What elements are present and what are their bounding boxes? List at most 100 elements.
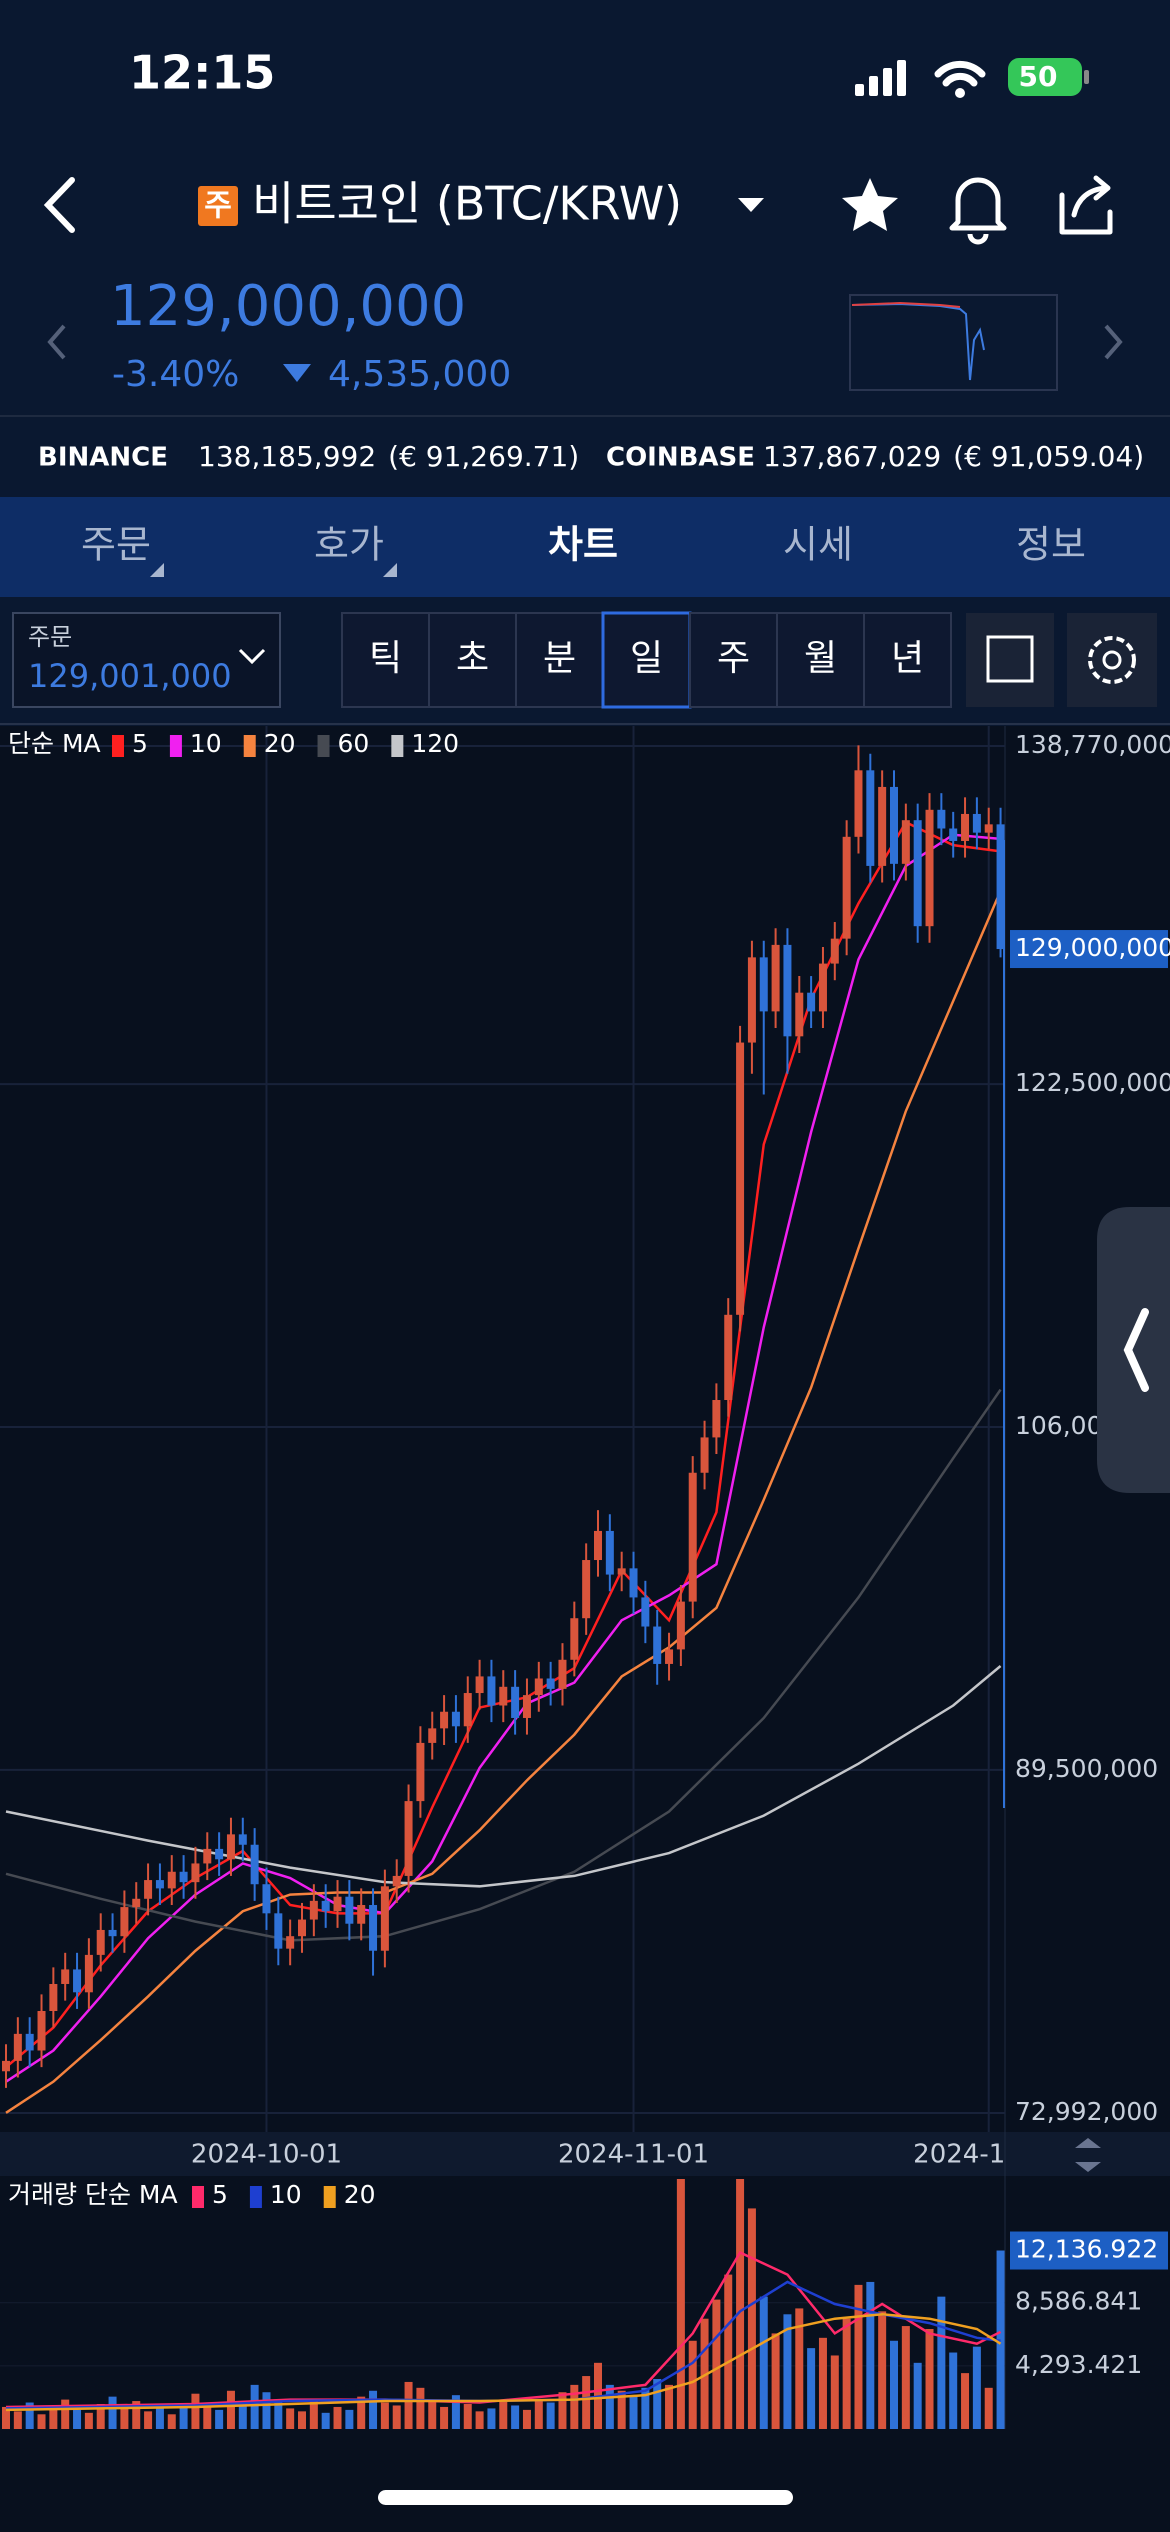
candle-body <box>913 820 922 927</box>
candle-body <box>736 1042 745 1315</box>
candle-body <box>155 1880 164 1889</box>
chart-bg <box>0 726 1170 2532</box>
volume-bar <box>724 2274 733 2429</box>
order-dropdown[interactable] <box>238 648 266 665</box>
share-button[interactable] <box>1059 175 1113 235</box>
volume-tick-label: 8,586.841 <box>1015 2287 1142 2316</box>
period-button[interactable] <box>776 612 865 708</box>
settings-button[interactable] <box>1067 613 1157 707</box>
candle-body <box>108 1929 117 1937</box>
exchange-price: 137,867,029 (€ 91,059.04) <box>763 440 1144 473</box>
volume-bar <box>132 2401 141 2429</box>
volume-ma-line <box>5 2313 1002 2412</box>
period-button[interactable] <box>601 611 692 709</box>
candle-body <box>747 957 756 1043</box>
volume-bar <box>37 2414 46 2429</box>
coin-title[interactable]: 비트코인 (BTC/KRW) <box>252 177 682 231</box>
exchange-krw: 137,867,029 <box>763 440 941 473</box>
side-panel-chevron <box>1123 1308 1149 1392</box>
y-tick-label: 72,992,000 <box>1015 2097 1158 2126</box>
title-dropdown[interactable] <box>738 198 764 212</box>
prev-coin[interactable] <box>47 324 66 360</box>
x-tick-label: 2024-11-01 <box>558 2140 709 2170</box>
favorite-button[interactable] <box>842 178 898 231</box>
volume-bar <box>440 2406 449 2429</box>
side-panel-handle[interactable] <box>1097 1207 1170 1493</box>
wifi <box>934 60 986 87</box>
period-label: 년 <box>891 638 924 679</box>
candle-body <box>392 1875 401 1887</box>
candle-body <box>286 1936 295 1949</box>
candle-body <box>854 770 863 837</box>
candle-body <box>665 1649 674 1664</box>
period-label: 분 <box>543 638 576 679</box>
home-indicator <box>378 2490 793 2505</box>
volume-bar <box>404 2381 413 2429</box>
current-volume-label: 12,136.922 <box>1015 2235 1158 2264</box>
volume-bar <box>961 2373 970 2429</box>
period-button[interactable] <box>689 612 778 708</box>
candle-body <box>949 828 958 841</box>
candle-body <box>321 1900 330 1912</box>
volume-bar <box>96 2404 105 2429</box>
volume-bar <box>511 2405 520 2429</box>
candle-body <box>878 786 887 866</box>
candle-body <box>61 1969 70 1984</box>
back-button[interactable] <box>43 177 75 233</box>
candle-body <box>238 1834 247 1845</box>
volume-bar <box>25 2402 34 2429</box>
volume-bar <box>262 2392 271 2429</box>
price-plot <box>2 745 1005 2114</box>
candle-body <box>925 809 934 927</box>
exchange-price: 138,185,992 (€ 91,269.71) <box>198 440 579 473</box>
candle-body <box>179 1871 188 1883</box>
candle-body <box>463 1693 472 1727</box>
tab[interactable]: 차트 <box>548 523 618 567</box>
candle-body <box>783 944 792 1037</box>
volume-bar <box>345 2409 354 2429</box>
candle-body <box>724 1314 733 1401</box>
volume-bar <box>949 2352 958 2429</box>
ma-legend-title: 단순 MA <box>8 729 101 758</box>
volume-bar <box>901 2326 910 2429</box>
order-box[interactable] <box>12 612 281 708</box>
tab[interactable]: 정보 <box>1016 523 1086 567</box>
candle-body <box>676 1601 685 1650</box>
candle-body <box>961 813 970 841</box>
tab-bar <box>0 497 1170 597</box>
volume-bar <box>617 2390 626 2429</box>
scale-toggle[interactable] <box>1075 2138 1101 2172</box>
draw-button[interactable] <box>966 613 1054 707</box>
candle-body <box>842 836 851 939</box>
volume-bar <box>747 2208 756 2429</box>
next-coin[interactable] <box>1104 324 1123 360</box>
tab[interactable]: 주문 <box>81 523 151 567</box>
period-button[interactable] <box>863 612 952 708</box>
period-button[interactable] <box>428 612 517 708</box>
candle-body <box>226 1834 235 1860</box>
tab[interactable]: 호가 <box>314 523 384 567</box>
volume-bar <box>818 2337 827 2429</box>
candle-body <box>309 1900 318 1920</box>
period-button[interactable] <box>515 612 604 708</box>
volume-bar <box>274 2402 283 2429</box>
exchange-krw: 138,185,992 <box>198 440 376 473</box>
candle-body <box>759 957 768 1012</box>
volume-bar <box>771 2333 780 2429</box>
candle-body <box>641 1597 650 1627</box>
candle-body <box>984 824 993 833</box>
volume-bar <box>653 2379 662 2429</box>
volume-bar <box>215 2409 224 2429</box>
volume-bar <box>49 2405 58 2429</box>
tab[interactable]: 시세 <box>783 523 853 567</box>
candle-body <box>487 1676 496 1706</box>
candle-body <box>617 1568 626 1575</box>
candle-body <box>629 1568 638 1598</box>
candle-body <box>345 1896 354 1924</box>
period-button[interactable] <box>341 612 430 708</box>
alert-button[interactable] <box>949 177 1007 245</box>
gear-center <box>1102 650 1122 670</box>
period-label: 틱 <box>369 638 402 679</box>
down-arrow <box>283 364 311 382</box>
